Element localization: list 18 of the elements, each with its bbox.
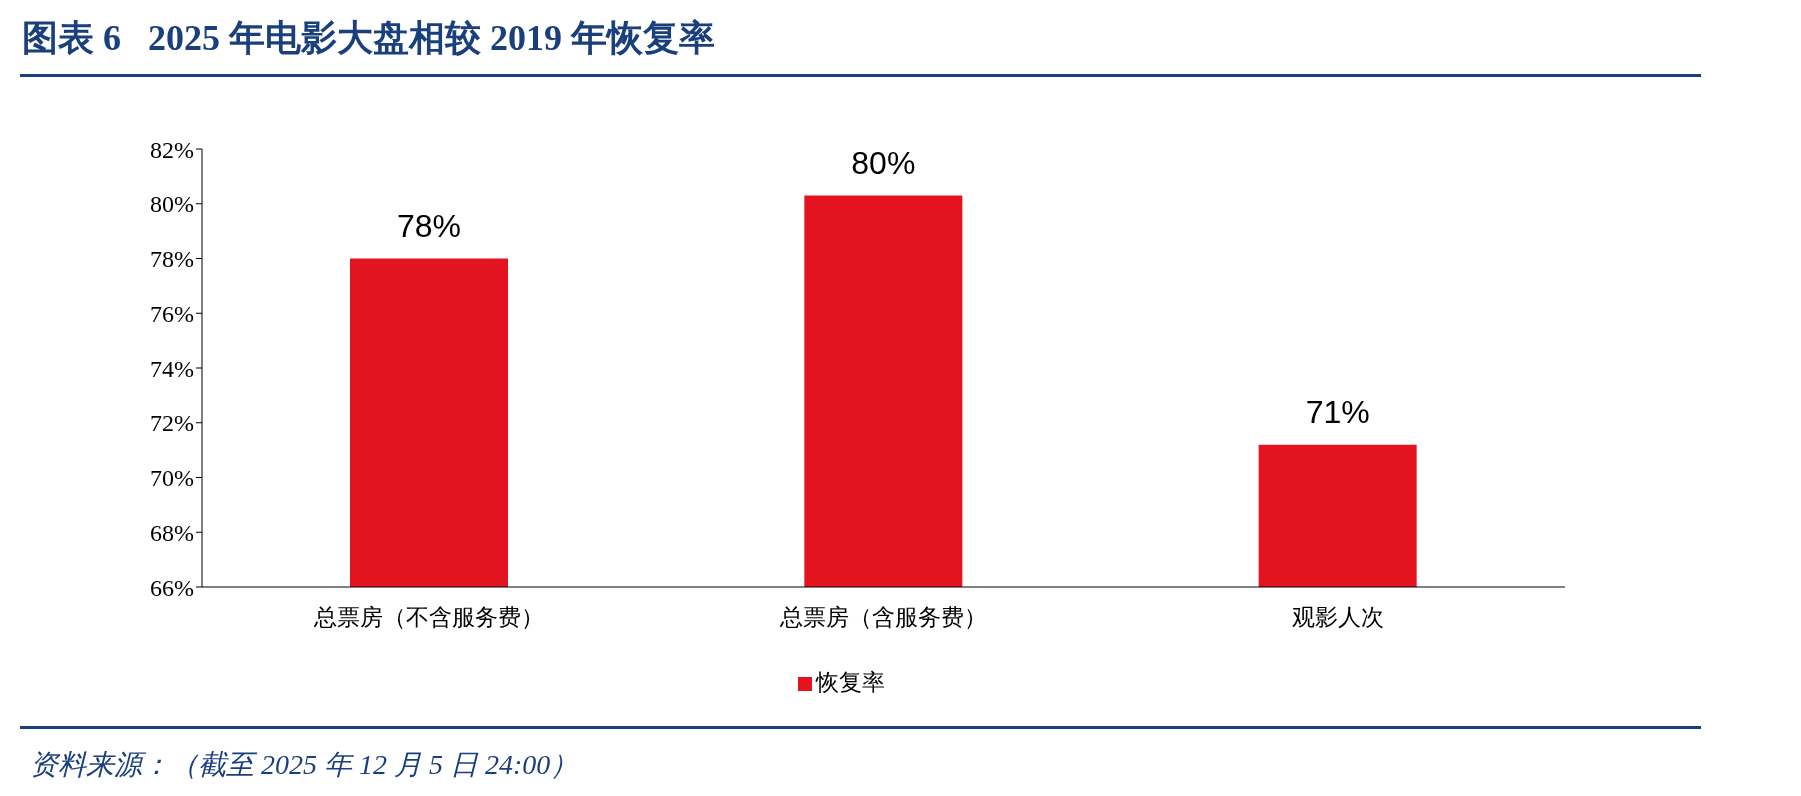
data-label: 80% [851, 144, 916, 181]
x-tick-label: 总票房（不含服务费） [313, 604, 545, 631]
y-tick-label: 70% [150, 465, 194, 492]
chart-title: 图表 6 2025 年电影大盘相较 2019 年恢复率 [22, 17, 715, 60]
y-tick-label: 72% [150, 410, 194, 437]
y-tick-label: 78% [150, 246, 194, 273]
x-tick-label: 总票房（含服务费） [779, 604, 987, 631]
y-tick-label: 68% [150, 519, 194, 546]
legend-label: 恢复率 [816, 669, 885, 695]
x-tick-label: 观影人次 [1291, 604, 1384, 631]
y-tick-label: 80% [150, 191, 194, 218]
data-label: 78% [396, 207, 462, 244]
y-tick-label: 76% [150, 300, 194, 327]
y-tick-label: 74% [150, 355, 194, 382]
data-label: 71% [1305, 393, 1370, 430]
y-tick-label: 66% [150, 574, 194, 601]
y-tick-label: 82% [150, 136, 194, 163]
text: 资料来源：（截至 2025 年 12 月 5 日 24:00） [30, 748, 579, 782]
